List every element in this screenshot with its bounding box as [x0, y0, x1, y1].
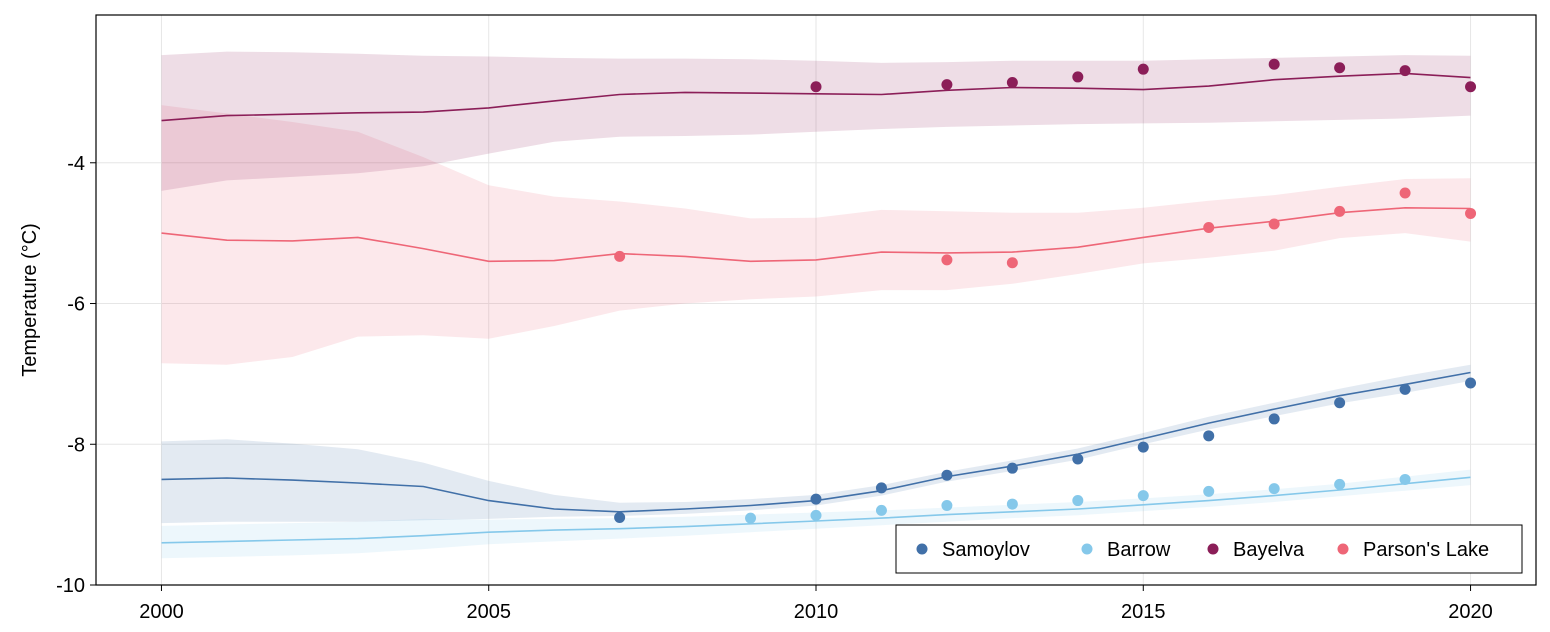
- data-point: [1072, 495, 1084, 507]
- observation-points: [614, 58, 1477, 524]
- data-point: [941, 254, 953, 266]
- series-line: [161, 72, 1471, 122]
- data-point: [1203, 485, 1215, 497]
- x-tick-label: 2010: [794, 601, 839, 623]
- x-tick-label: 2000: [139, 601, 184, 623]
- data-point: [941, 79, 953, 91]
- legend-label: Barrow: [1107, 539, 1171, 561]
- axis-ticks: 2000 2005 2010 2015 2020 -10 -8 -6 -4: [56, 153, 1493, 623]
- y-tick-label: -8: [67, 434, 85, 456]
- data-point: [1465, 377, 1477, 389]
- data-point: [1399, 473, 1411, 485]
- data-point: [1334, 205, 1346, 217]
- confidence-band: [161, 364, 1471, 524]
- y-tick-label: -6: [67, 294, 85, 316]
- data-point: [810, 493, 822, 505]
- data-point: [745, 512, 757, 524]
- legend-marker: [916, 543, 928, 555]
- data-point: [1465, 207, 1477, 219]
- y-tick-label: -4: [67, 153, 85, 175]
- data-point: [1334, 397, 1346, 409]
- data-point: [1006, 77, 1018, 89]
- series-line: [161, 476, 1471, 544]
- data-point: [1268, 58, 1280, 70]
- legend-marker: [1081, 543, 1093, 555]
- data-point: [1268, 413, 1280, 425]
- confidence-band: [161, 51, 1471, 191]
- legend-label: Samoylov: [942, 539, 1030, 561]
- data-point: [1072, 71, 1084, 83]
- data-point: [1137, 441, 1149, 453]
- data-point: [875, 482, 887, 494]
- data-point: [1465, 81, 1477, 93]
- y-tick-label: -10: [56, 575, 85, 597]
- legend: Samoylov Barrow Bayelva Parson's Lake: [895, 524, 1523, 574]
- data-point: [1268, 483, 1280, 495]
- confidence-band: [161, 105, 1471, 365]
- data-point: [1137, 63, 1149, 75]
- data-point: [1006, 462, 1018, 474]
- data-point: [810, 509, 822, 521]
- x-tick-label: 2005: [466, 601, 511, 623]
- data-point: [1334, 478, 1346, 490]
- legend-label: Parson's Lake: [1363, 539, 1489, 561]
- data-point: [1072, 453, 1084, 465]
- data-point: [1334, 62, 1346, 74]
- data-point: [1006, 257, 1018, 269]
- legend-label: Bayelva: [1233, 539, 1305, 561]
- data-point: [941, 499, 953, 511]
- data-point: [1268, 218, 1280, 230]
- data-point: [614, 511, 626, 523]
- data-point: [614, 250, 626, 262]
- data-point: [1203, 430, 1215, 442]
- data-point: [1137, 490, 1149, 502]
- data-point: [810, 81, 822, 93]
- legend-marker: [1207, 543, 1219, 555]
- data-point: [1399, 383, 1411, 395]
- series-line: [161, 206, 1471, 263]
- x-tick-label: 2020: [1448, 601, 1493, 623]
- data-point: [1399, 187, 1411, 199]
- legend-marker: [1337, 543, 1349, 555]
- data-point: [1006, 498, 1018, 510]
- y-axis-title: Temperature (°C): [19, 223, 41, 377]
- data-point: [1399, 65, 1411, 77]
- data-point: [875, 504, 887, 516]
- data-point: [1203, 222, 1215, 234]
- x-tick-label: 2015: [1121, 601, 1166, 623]
- data-point: [941, 469, 953, 481]
